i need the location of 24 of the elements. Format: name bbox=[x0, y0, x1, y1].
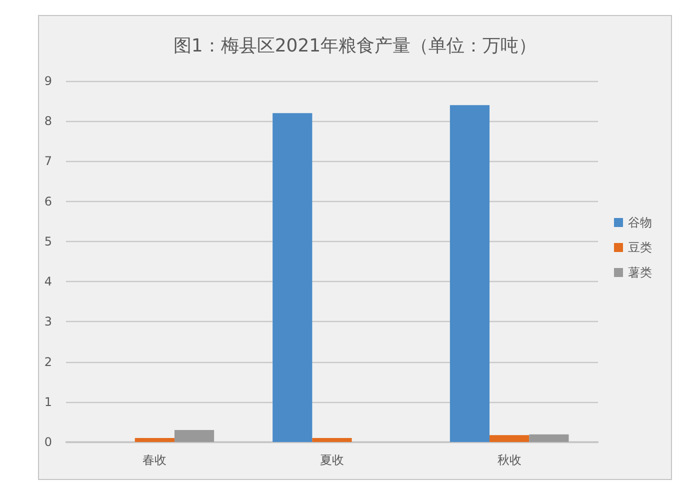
y-tick-label: 5 bbox=[44, 234, 52, 248]
y-tick-label: 3 bbox=[44, 314, 52, 329]
bar bbox=[134, 438, 174, 442]
legend-label: 薯类 bbox=[628, 266, 652, 280]
y-tick-label: 0 bbox=[44, 435, 52, 449]
bar bbox=[490, 435, 530, 442]
bar bbox=[450, 105, 490, 442]
bar bbox=[272, 113, 312, 442]
legend-label: 豆类 bbox=[628, 240, 652, 254]
y-tick-label: 7 bbox=[44, 154, 52, 168]
y-tick-label: 4 bbox=[44, 274, 52, 289]
chart-title: 图1：梅县区2021年粮食产量（单位：万吨） bbox=[173, 36, 537, 56]
x-tick-label: 春收 bbox=[142, 453, 167, 467]
legend-label: 谷物 bbox=[628, 216, 652, 230]
y-tick-label: 8 bbox=[44, 114, 52, 128]
bar bbox=[174, 430, 214, 442]
y-tick-label: 1 bbox=[44, 394, 52, 409]
bar bbox=[529, 434, 569, 442]
y-tick-label: 2 bbox=[44, 354, 52, 369]
x-tick-label: 夏收 bbox=[320, 453, 344, 467]
y-tick-label: 6 bbox=[44, 194, 52, 208]
bar bbox=[312, 438, 352, 442]
y-tick-label: 9 bbox=[44, 74, 52, 88]
x-tick-label: 秋收 bbox=[497, 453, 522, 467]
